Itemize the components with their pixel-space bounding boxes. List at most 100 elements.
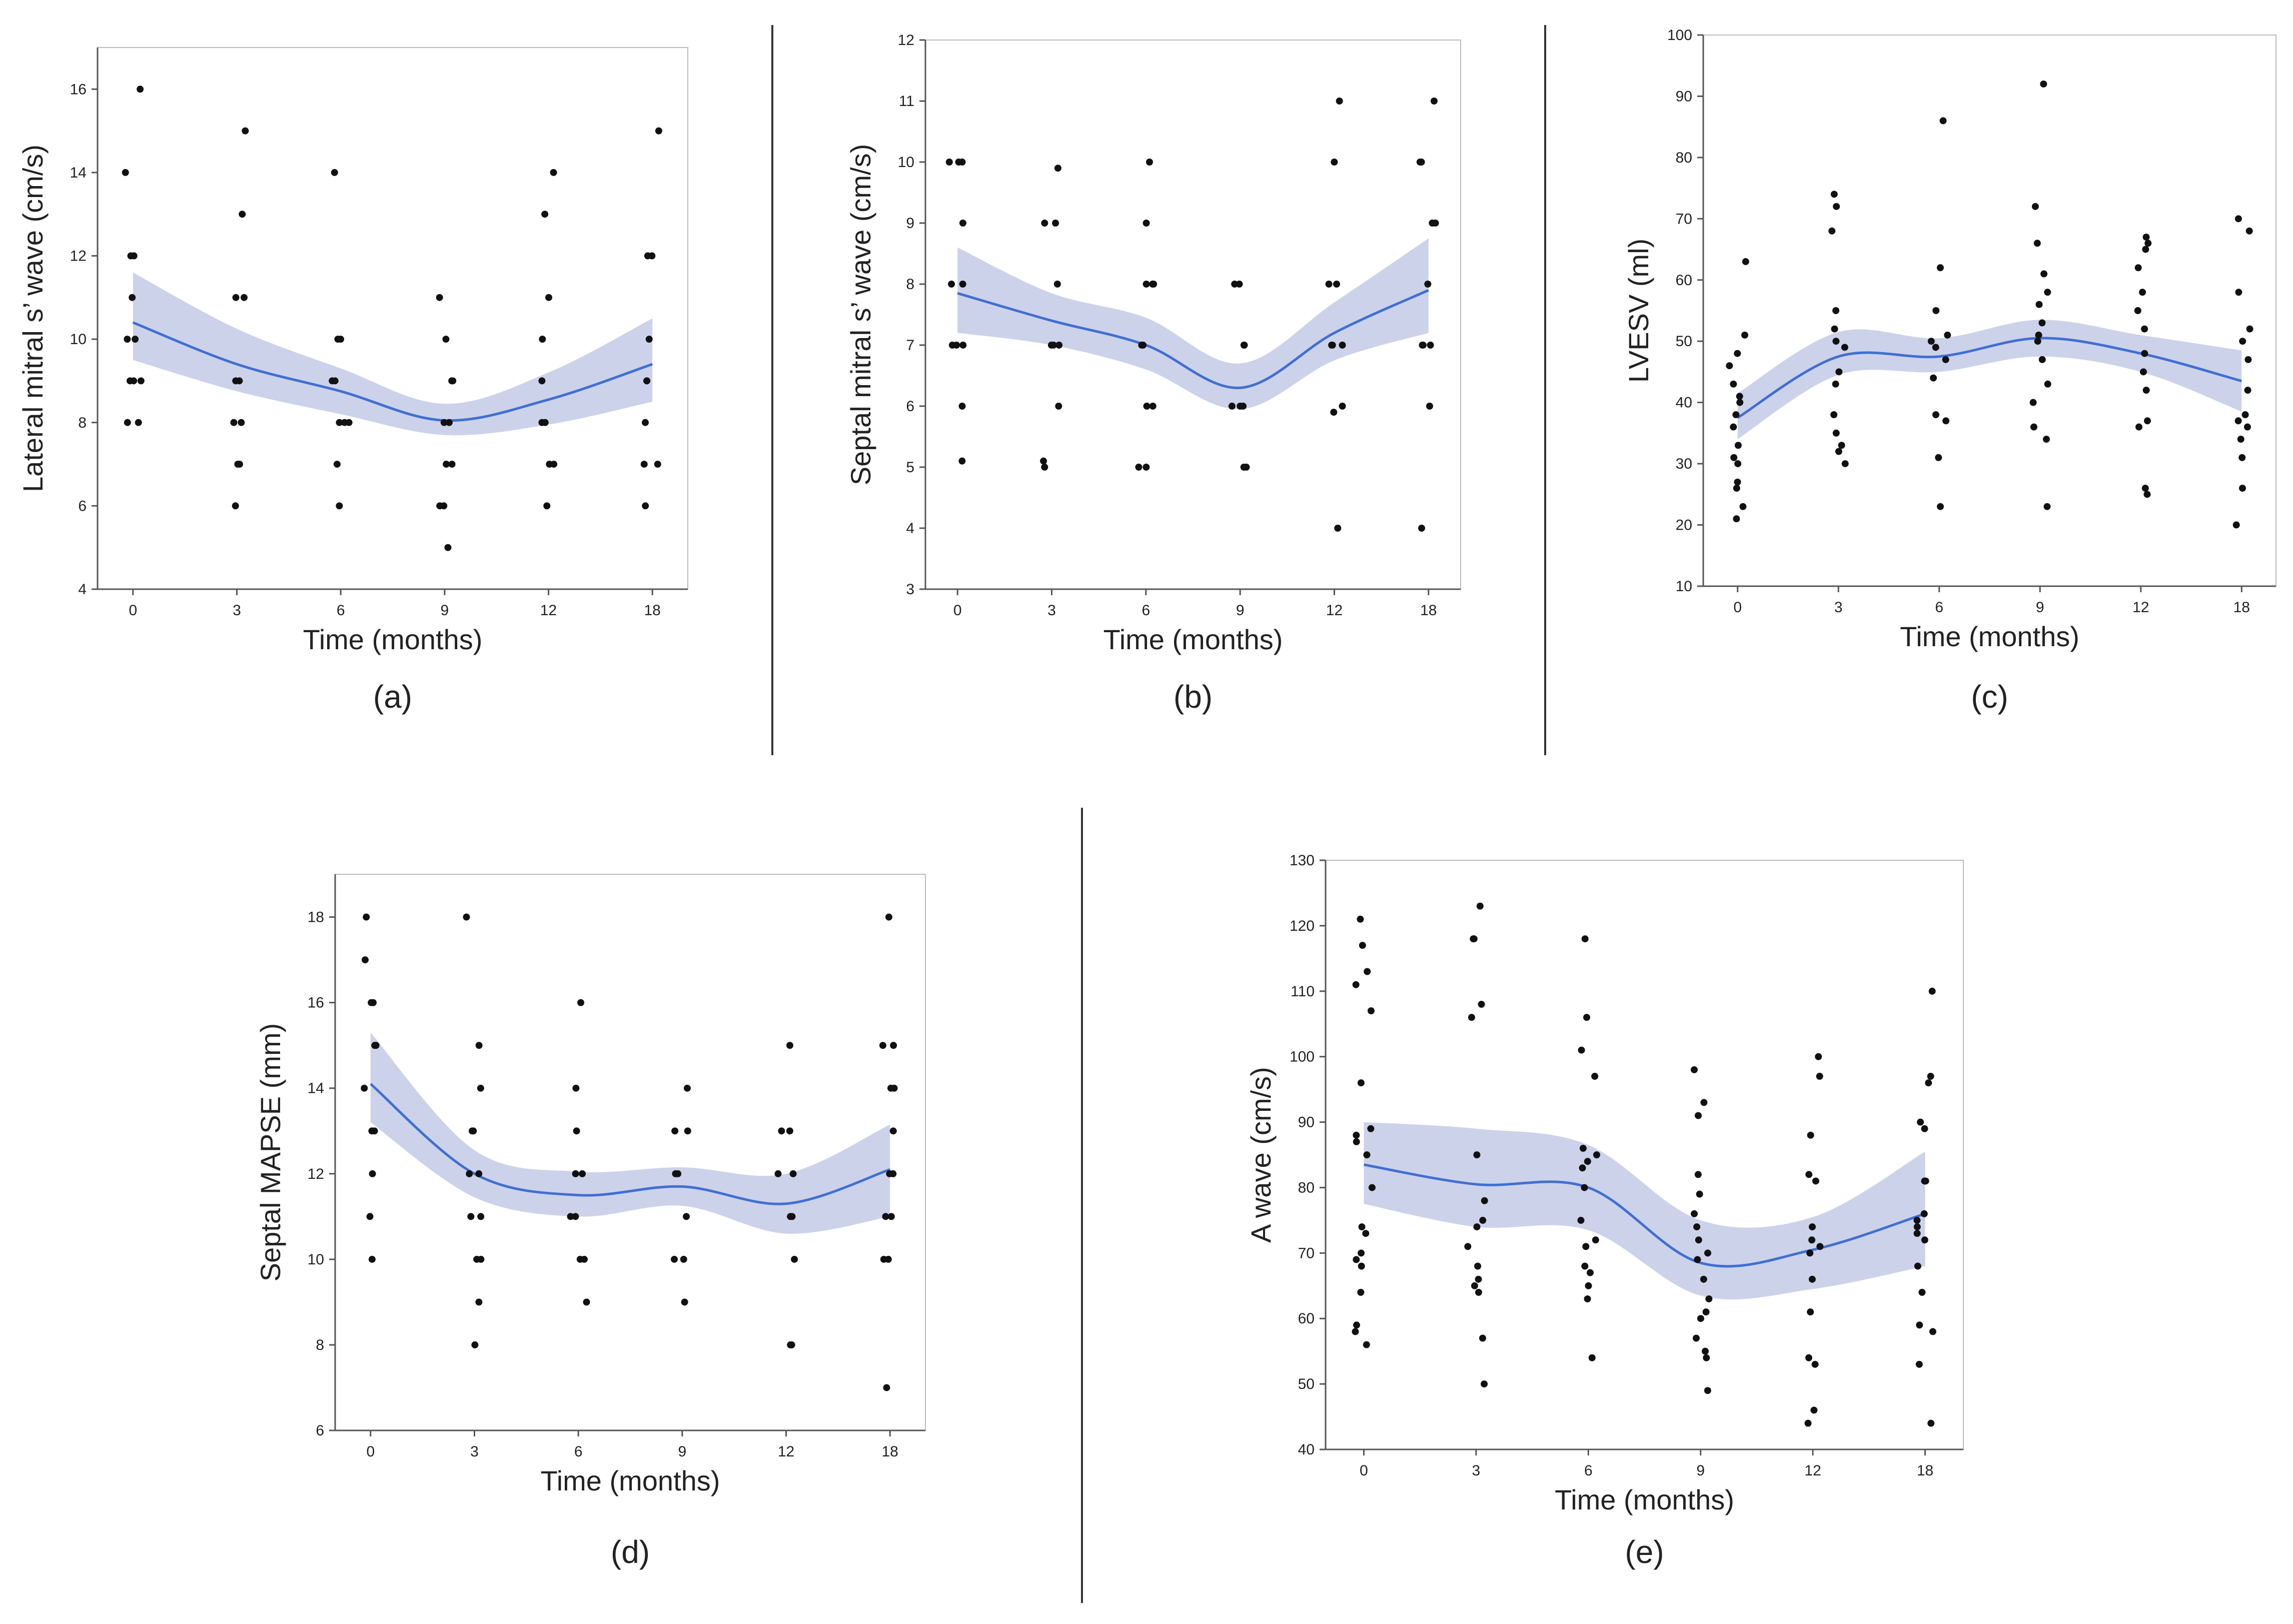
- data-point: [1922, 1177, 1929, 1185]
- data-point: [643, 377, 650, 385]
- data-point: [1473, 1151, 1481, 1158]
- data-point: [1700, 1275, 1707, 1283]
- x-tick-label: 18: [644, 602, 661, 619]
- data-point: [1935, 454, 1942, 461]
- data-point: [2244, 356, 2252, 363]
- data-point: [1807, 1308, 1814, 1316]
- data-point: [1464, 1243, 1472, 1250]
- data-point: [1357, 915, 1364, 923]
- data-point: [1921, 1125, 1928, 1132]
- data-point: [538, 419, 546, 426]
- divider-bc: [1544, 25, 1546, 755]
- data-point: [1734, 478, 1741, 486]
- data-point: [2143, 417, 2151, 425]
- data-point: [361, 1084, 368, 1092]
- data-point: [1150, 281, 1158, 288]
- data-point: [1742, 258, 1749, 266]
- data-point: [2141, 350, 2148, 357]
- data-point: [1921, 1236, 1928, 1244]
- y-tick-label: 100: [1667, 27, 1692, 44]
- data-point: [541, 211, 549, 218]
- data-point: [1363, 1151, 1371, 1158]
- y-tick-label: 10: [308, 1251, 324, 1268]
- data-point: [1808, 1275, 1816, 1283]
- data-point: [467, 1213, 475, 1220]
- data-point: [1479, 1334, 1486, 1342]
- data-point: [1702, 1347, 1709, 1355]
- data-point: [774, 1170, 782, 1177]
- data-point: [1475, 1288, 1482, 1296]
- data-point: [1468, 1014, 1475, 1021]
- data-point: [644, 252, 651, 260]
- data-point: [1932, 344, 1939, 351]
- data-point: [1142, 281, 1150, 288]
- data-point: [886, 1170, 893, 1177]
- data-point: [1734, 350, 1741, 357]
- panel-a-chart: 4 6 8 10 12 14 16 0 3 6 9 12 18 Time (months) Lateral …: [17, 47, 688, 715]
- data-point: [1730, 454, 1738, 461]
- x-tick-label: 3: [233, 602, 241, 619]
- x-axis-title: Time (months): [1900, 621, 2079, 652]
- data-point: [786, 1042, 793, 1049]
- data-point: [1593, 1151, 1600, 1158]
- data-point: [2035, 301, 2043, 308]
- data-point: [2044, 289, 2051, 296]
- y-tick-label: 7: [906, 337, 914, 354]
- data-point: [1357, 1288, 1365, 1296]
- data-point: [1424, 281, 1432, 288]
- data-point: [132, 336, 139, 343]
- data-point: [333, 461, 341, 468]
- data-point: [945, 159, 953, 166]
- data-point: [362, 956, 369, 964]
- data-point: [1833, 203, 1840, 210]
- y-axis-title: Septal mitral s’ wave (cm/s): [845, 144, 876, 486]
- x-tick-label: 9: [1236, 602, 1245, 619]
- data-point: [1733, 515, 1740, 523]
- data-point: [230, 419, 238, 426]
- data-point: [2141, 325, 2148, 333]
- data-point: [2144, 240, 2152, 247]
- data-point: [2238, 485, 2246, 492]
- data-point: [2141, 485, 2149, 492]
- data-point: [1805, 1171, 1813, 1178]
- divider-de: [1081, 808, 1083, 1603]
- data-point: [1581, 935, 1589, 943]
- data-point: [137, 86, 144, 93]
- data-point: [1419, 342, 1427, 349]
- data-point: [1734, 460, 1742, 468]
- data-point: [959, 220, 966, 227]
- data-point: [1333, 281, 1341, 288]
- data-point: [1363, 1341, 1370, 1348]
- data-point: [955, 159, 962, 166]
- data-point: [1939, 117, 1947, 125]
- data-point: [958, 457, 966, 465]
- panel-caption: (d): [611, 1534, 650, 1570]
- y-tick-label: 120: [1290, 918, 1315, 934]
- data-point: [948, 281, 955, 288]
- data-point: [1474, 1262, 1482, 1270]
- data-point: [2033, 240, 2041, 247]
- y-tick-label: 30: [1676, 456, 1692, 472]
- data-point: [1930, 374, 1937, 382]
- data-point: [1694, 1171, 1702, 1178]
- data-point: [1476, 902, 1484, 910]
- data-point: [2243, 423, 2251, 431]
- data-point: [684, 1127, 691, 1135]
- data-point: [477, 1084, 484, 1092]
- data-point: [2244, 387, 2251, 394]
- data-point: [1430, 98, 1438, 105]
- data-point: [1841, 344, 1848, 351]
- data-point: [2031, 203, 2039, 210]
- data-point: [1139, 342, 1147, 349]
- data-point: [1927, 338, 1935, 345]
- data-point: [475, 1298, 483, 1306]
- data-point: [129, 294, 136, 301]
- data-point: [1835, 448, 1842, 455]
- data-point: [2238, 454, 2246, 461]
- data-point: [680, 1255, 687, 1263]
- x-axis-title: Time (months): [1103, 624, 1283, 655]
- data-point: [1582, 1243, 1590, 1250]
- data-point: [577, 999, 585, 1006]
- data-point: [2042, 436, 2050, 443]
